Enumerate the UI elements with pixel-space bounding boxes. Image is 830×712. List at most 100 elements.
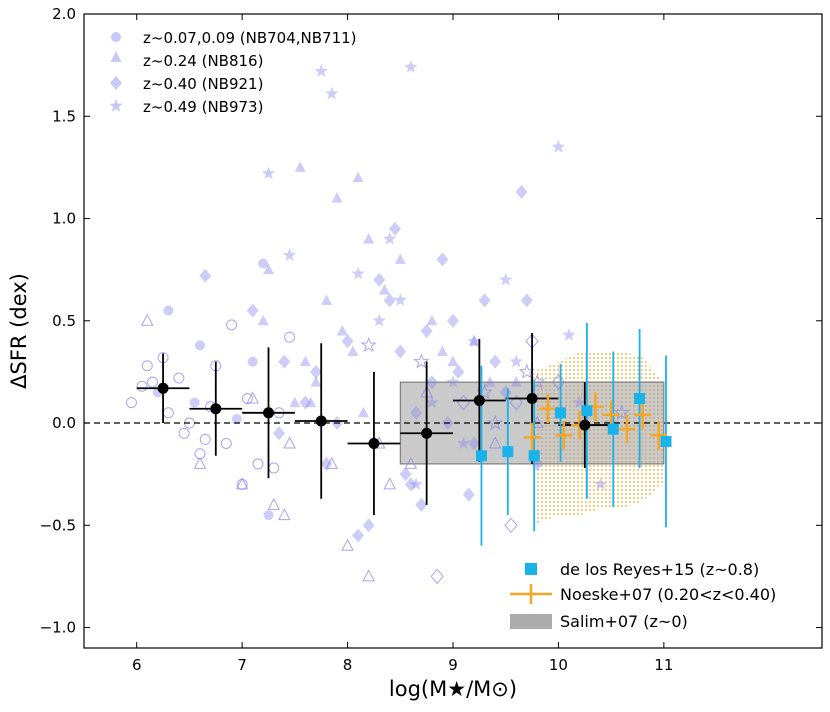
scatter-point-triangle [140, 313, 154, 326]
scatter-point-triangle [352, 171, 364, 183]
scatter-point-triangle [341, 538, 354, 551]
x-tick-label: 6 [132, 656, 142, 674]
legend-marker-circle [111, 32, 121, 42]
scatter-point-triangle [394, 253, 406, 264]
y-tick-label: 1.5 [52, 107, 76, 125]
scatter-point-triangle [378, 284, 390, 295]
legend-label-diamond: z~0.40 (NB921) [143, 75, 263, 93]
scatter-point-circle [194, 340, 205, 351]
y-tick-label: 2.0 [52, 5, 76, 23]
y-axis-label: ΔSFR (dex) [7, 273, 31, 389]
legend-marker-star [109, 99, 123, 112]
y-tick-label: 0.0 [52, 414, 76, 432]
legend-label-circle: z~0.07,0.09 (NB704,NB711) [143, 29, 357, 47]
scatter-point-triangle [331, 192, 343, 203]
axis-ticks: 6 7 8 9 10 11 −1.0 −0.5 0.0 0.5 1.0 1.5 2.0 [40, 5, 822, 674]
scatter-point-diamond [430, 568, 444, 585]
scatter-point-star [487, 414, 504, 430]
scatter-point-circle [141, 360, 153, 372]
scatter-point-diamond [404, 477, 417, 492]
scatter-point-diamond [478, 293, 491, 308]
delosreyes-point [528, 450, 540, 462]
scatter-point-star [351, 266, 365, 280]
y-tick-label: 0.5 [52, 312, 76, 330]
scatter-point-diamond [504, 517, 518, 534]
legend-marker-diamond [110, 76, 122, 90]
y-tick-label: −0.5 [40, 516, 76, 534]
median-point [315, 415, 327, 427]
scatter-point-triangle [277, 507, 291, 521]
scatter-point-diamond [373, 272, 386, 287]
delosreyes-point [607, 423, 619, 435]
scatter-point-triangle [363, 232, 375, 244]
scatter-point-triangle [484, 376, 496, 387]
scatter-point-triangle [267, 497, 281, 510]
median-point [473, 395, 485, 407]
scatter-point-star [593, 477, 608, 491]
legend-label-triangle: z~0.24 (NB816) [143, 52, 263, 70]
scatter-point-diamond [309, 364, 322, 379]
x-tick-label: 9 [448, 656, 458, 674]
x-tick-label: 8 [343, 656, 353, 674]
delosreyes-point [555, 407, 567, 419]
scatter-point-diamond [425, 375, 438, 390]
scatter-point-diamond [246, 303, 259, 318]
scatter-point-star [446, 375, 460, 388]
legend-marker-delosreyes [525, 563, 537, 575]
legend-upper: z~0.07,0.09 (NB704,NB711) z~0.24 (NB816)… [109, 29, 357, 116]
delosreyes-point [634, 392, 646, 404]
scatter-point-diamond [389, 221, 402, 236]
scatter-point-triangle [347, 345, 359, 356]
scatter-point-triangle [362, 569, 375, 582]
delosreyes-point [502, 446, 514, 458]
x-tick-label: 7 [237, 656, 247, 674]
scatter-point-star [282, 248, 297, 261]
scatter-point-star [413, 353, 430, 369]
scatter-point-diamond [199, 268, 212, 283]
scatter-point-diamond [394, 344, 407, 359]
scatter-point-triangle [426, 314, 438, 326]
scatter-point-diamond [399, 467, 412, 482]
scatter-point-triangle [404, 456, 418, 469]
scatter-point-star [261, 166, 276, 180]
scatter-point-diamond [415, 497, 428, 512]
scatter-point-triangle [336, 325, 348, 336]
x-axis-label: log(M★/M⊙) [389, 677, 517, 701]
scatter-point-diamond [299, 395, 312, 410]
scatter-point-circle [284, 331, 296, 343]
scatter-point-triangle [325, 456, 339, 469]
scatter-point-triangle [357, 406, 369, 418]
median-point [526, 392, 538, 404]
scatter-point-circle [178, 427, 190, 439]
legend-label-delosreyes: de los Reyes+15 (z~0.8) [560, 560, 759, 579]
scatter-point-circle [263, 510, 274, 521]
scatter-point-star [314, 64, 328, 77]
scatter-point-diamond [410, 405, 423, 420]
median-point [579, 419, 591, 431]
x-tick-label: 10 [549, 656, 568, 674]
scatter-point-star [499, 272, 513, 286]
y-tick-label: 1.0 [52, 210, 76, 228]
scatter-point-triangle [257, 314, 269, 326]
scatter-point-diamond [341, 334, 354, 349]
scatter-point-diamond [551, 374, 566, 390]
plot-background [84, 14, 822, 648]
legend-label-star: z~0.49 (NB973) [143, 98, 263, 116]
scatter-point-diamond [468, 436, 481, 451]
scatter-point-star [551, 139, 566, 153]
scatter-point-circle [252, 458, 264, 470]
scatter-point-triangle [263, 263, 274, 275]
scatter-point-circle [125, 397, 137, 409]
scatter-point-diamond [452, 364, 465, 379]
scatter-point-star [383, 232, 397, 245]
scatter-point-star [325, 86, 339, 100]
scatter-point-diamond [420, 324, 433, 338]
scatter-point-diamond [509, 394, 523, 411]
scatter-point-triangle [289, 396, 301, 408]
scatter-point-diamond [383, 293, 396, 308]
scatter-point-circle [220, 437, 232, 449]
scatter-point-triangle [305, 396, 317, 408]
scatter-point-triangle [436, 345, 448, 356]
legend-marker-salim [510, 614, 552, 629]
